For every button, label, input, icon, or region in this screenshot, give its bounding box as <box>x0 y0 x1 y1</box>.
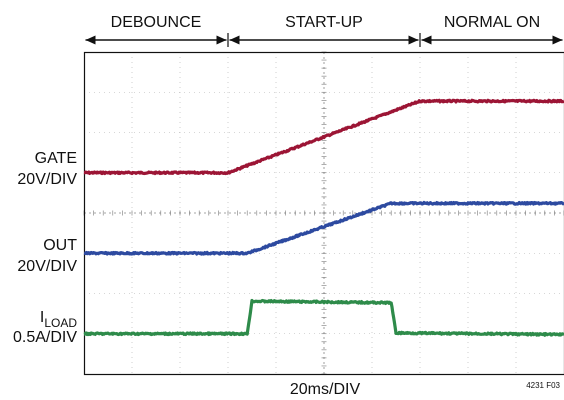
phase-1: START-UP <box>229 14 419 45</box>
phase-annotations: DEBOUNCE START-UP NORMAL ON <box>85 14 563 47</box>
phase-2: NORMAL ON <box>421 14 563 45</box>
iload-main: I <box>40 309 44 326</box>
trace-gate <box>83 98 564 176</box>
arrow-left-icon <box>85 35 96 45</box>
gate-label: GATE <box>35 150 77 167</box>
arrow-right-icon <box>552 35 563 45</box>
trace-layer <box>83 98 564 337</box>
arrow-left-icon <box>421 35 432 45</box>
iload-label: ILOAD <box>40 309 77 330</box>
phase-0: DEBOUNCE <box>85 14 227 45</box>
trace-iload <box>83 298 564 337</box>
iload-scale-label: 0.5A/DIV <box>13 329 77 346</box>
plot-frame <box>83 51 564 376</box>
time-scale-label: 20ms/DIV <box>290 381 361 398</box>
figure-id: 4231 F03 <box>526 381 560 390</box>
arrow-right-icon <box>408 35 419 45</box>
trace-out <box>83 200 564 256</box>
iload-subscript: LOAD <box>44 316 77 330</box>
arrow-left-icon <box>229 35 240 45</box>
out-label: OUT <box>43 237 77 254</box>
phase-label: DEBOUNCE <box>111 14 202 31</box>
phase-label: NORMAL ON <box>444 14 540 31</box>
gate-scale-label: 20V/DIV <box>17 171 77 188</box>
out-scale-label: 20V/DIV <box>17 258 77 275</box>
arrow-right-icon <box>216 35 227 45</box>
phase-label: START-UP <box>285 14 363 31</box>
